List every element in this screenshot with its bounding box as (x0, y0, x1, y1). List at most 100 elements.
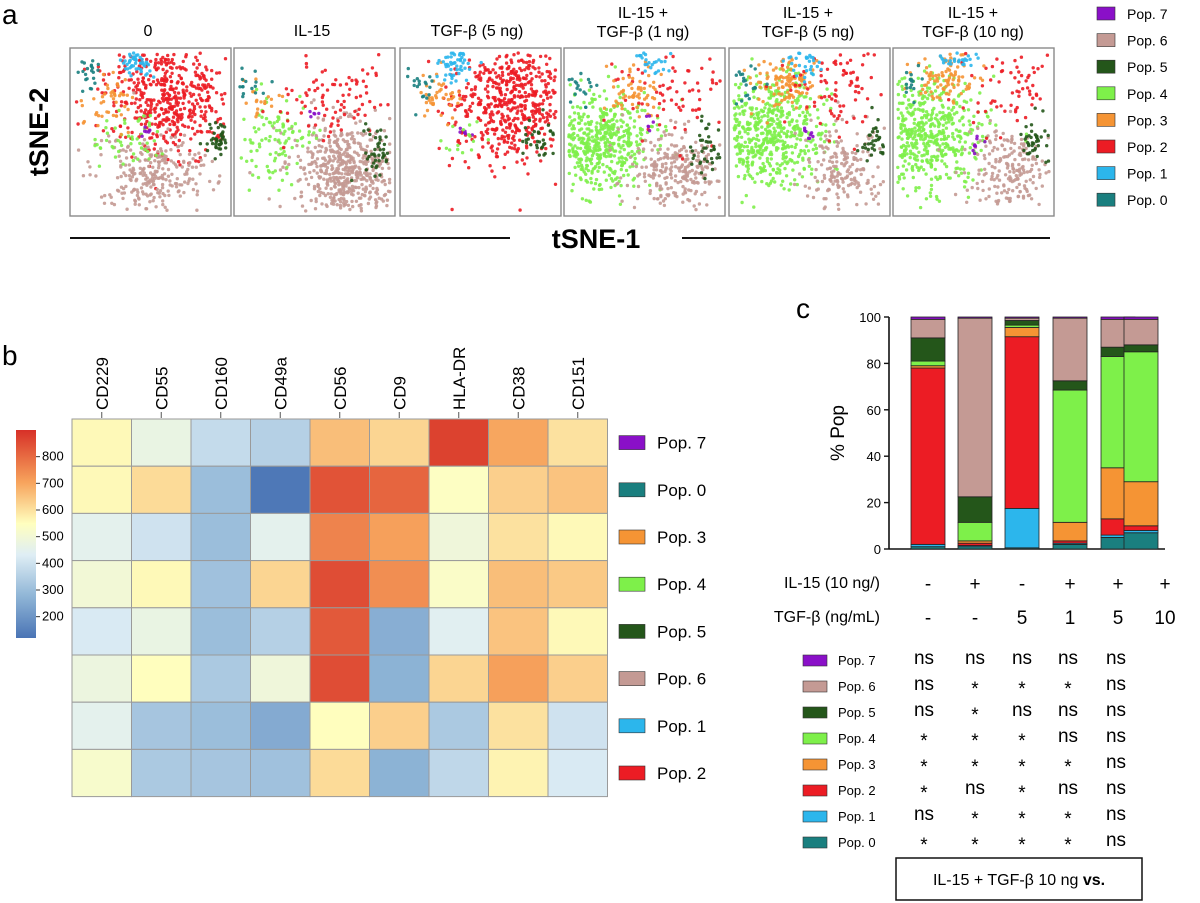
tsne-point (929, 177, 934, 181)
tsne-point (921, 109, 925, 114)
tsne-point (990, 171, 995, 176)
tsne-point (587, 199, 591, 203)
tsne-point (509, 122, 513, 126)
tsne-point (745, 156, 749, 161)
tsne-point (695, 115, 699, 120)
tsne-point (978, 91, 982, 95)
tsne-point (610, 62, 614, 66)
tsne-point (910, 143, 915, 148)
tsne-point (1022, 170, 1026, 175)
tsne-point (512, 80, 516, 85)
tsne-point (181, 88, 185, 92)
tsne-point (795, 101, 799, 105)
tsne-point (363, 171, 367, 175)
tsne-point (321, 103, 325, 107)
tsne-point (567, 78, 571, 82)
tsne-point (159, 133, 163, 137)
tsne-point (924, 110, 929, 114)
tsne-point (614, 99, 618, 103)
tsne-point (342, 105, 346, 110)
tsne-point (315, 157, 320, 161)
tsne-point (244, 79, 248, 84)
tsne-point (1010, 151, 1014, 155)
tsne-point (147, 124, 152, 128)
tsne-point (616, 101, 620, 106)
tsne-point (592, 92, 596, 97)
tsne-point (800, 76, 804, 81)
tsne-point (172, 161, 176, 165)
tsne-point (139, 93, 143, 97)
tsne-point (839, 139, 843, 143)
tsne2-axis-label: tSNE-2 (24, 88, 54, 177)
tsne-point (649, 140, 653, 145)
tsne-point (574, 81, 579, 85)
tsne-point (770, 122, 774, 127)
tsne-point (944, 141, 948, 146)
tsne-point (790, 58, 794, 62)
tsne-point (982, 153, 986, 158)
tsne-point (285, 171, 289, 176)
tsne-point (307, 133, 311, 137)
tsne-point (791, 168, 795, 172)
tsne-point (136, 157, 140, 161)
tsne-point (149, 111, 153, 115)
tsne-point (861, 150, 865, 154)
tsne-point (788, 157, 792, 162)
tsne-point (164, 130, 168, 134)
tsne-point (834, 62, 838, 66)
tsne-point (116, 84, 120, 88)
tsne-point (900, 84, 904, 89)
tsne-point (688, 145, 693, 149)
tsne-point (830, 160, 835, 164)
tsne-point (459, 64, 463, 69)
tsne-point (623, 98, 628, 103)
tsne-point (931, 76, 935, 81)
tsne-point (944, 121, 948, 125)
tsne-point (536, 131, 541, 135)
tsne-point (853, 89, 858, 94)
tsne-point (127, 163, 131, 167)
tsne-point (988, 121, 992, 126)
tsne-point (544, 85, 548, 89)
tsne-point (694, 207, 698, 212)
tsne-point (198, 172, 202, 176)
tsne-point (546, 123, 551, 127)
tsne-point (940, 71, 944, 75)
tsne-point (439, 139, 443, 143)
tsne-point (669, 51, 673, 56)
tsne-point (840, 177, 845, 181)
tsne-point (338, 157, 342, 161)
tsne-point (542, 142, 546, 147)
tsne-point (106, 86, 110, 91)
tsne-point (667, 69, 671, 73)
tsne-point (901, 187, 905, 191)
tsne-point (860, 120, 865, 124)
tsne-panel (69, 47, 232, 217)
tsne-point (524, 141, 529, 145)
tsne-point (669, 169, 673, 173)
tsne-point (840, 151, 844, 155)
tsne-point (488, 115, 493, 120)
tsne-point (111, 89, 115, 94)
tsne-point (737, 97, 741, 102)
tsne-point (818, 121, 822, 126)
tsne-point (80, 60, 84, 64)
tsne-point (524, 138, 528, 142)
tsne-point (549, 95, 553, 99)
tsne-point (263, 101, 267, 106)
tsne-point (363, 131, 368, 136)
tsne-point (666, 87, 670, 91)
tsne-point (1017, 153, 1022, 157)
tsne-point (799, 149, 803, 153)
tsne-point (218, 174, 222, 178)
tsne-point (573, 144, 577, 148)
tsne-point (151, 199, 155, 203)
tsne-point (869, 75, 873, 80)
tsne-point (348, 112, 352, 117)
tsne-point (909, 103, 913, 108)
tsne-point (148, 74, 153, 78)
tsne-point (541, 98, 546, 103)
tsne-point (863, 142, 867, 147)
tsne-point (587, 142, 591, 146)
tsne-point (946, 144, 950, 148)
